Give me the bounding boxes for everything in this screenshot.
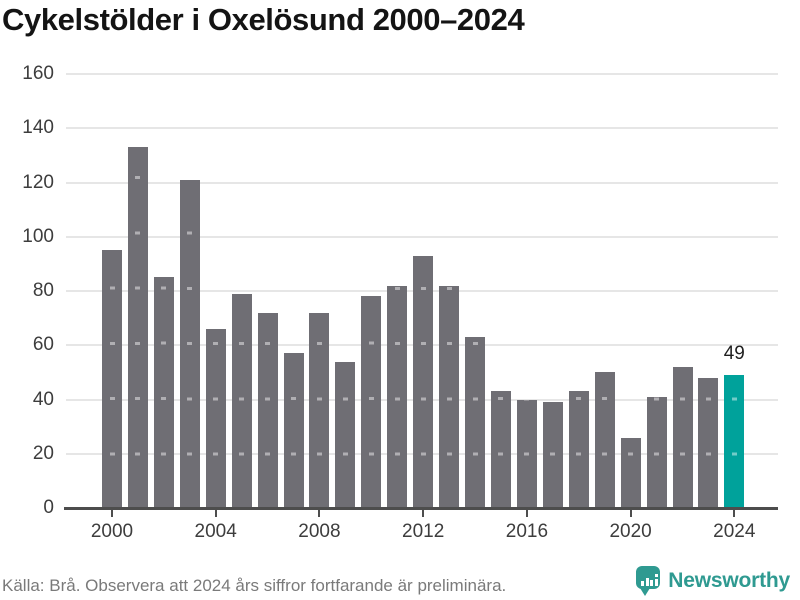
- y-axis-label-120: 120: [22, 172, 54, 193]
- bar-chart-plot-area: 0 20 40 60 80 100 120 140 160 49 2000 2004 2008 2012 2…: [22, 63, 778, 542]
- bar-2012: [413, 255, 434, 508]
- bar-2002: [153, 277, 174, 508]
- x-axis-label-2012: 2012: [402, 521, 445, 542]
- bar-2001: [127, 147, 148, 508]
- y-axis-label-140: 140: [22, 117, 54, 138]
- newsworthy-pin-bar-chart-icon: [636, 565, 661, 597]
- bar-2022: [672, 367, 693, 508]
- bar-2021: [646, 396, 667, 508]
- x-axis-tick-2012: [422, 510, 425, 517]
- x-axis-line: [64, 507, 778, 510]
- x-axis-tick-2004: [214, 510, 217, 517]
- bar-2015: [490, 391, 511, 508]
- bar-2008: [309, 312, 330, 508]
- y-axis-label-80: 80: [32, 280, 54, 301]
- x-axis-tick-2016: [525, 510, 528, 517]
- newsworthy-logo[interactable]: Newsworthy: [636, 564, 790, 598]
- brand-name: Newsworthy: [668, 569, 790, 592]
- bar-2023: [698, 377, 719, 508]
- bar-2020: [620, 437, 641, 508]
- x-axis-label-2020: 2020: [609, 521, 652, 542]
- bar-2005: [231, 293, 252, 508]
- y-axis-label-160: 160: [22, 63, 54, 84]
- gridline-y-160: [66, 73, 778, 75]
- x-axis-tick-2000: [111, 510, 113, 517]
- source-note: Källa: Brå. Observera att 2024 års siffr…: [2, 576, 507, 595]
- y-axis-label-40: 40: [32, 389, 54, 410]
- x-axis-tick-2020: [629, 510, 632, 517]
- bar-2010: [361, 296, 382, 508]
- bar-2024: [724, 375, 745, 508]
- x-axis-tick-2024: [733, 510, 736, 517]
- x-axis-label-2000: 2000: [90, 521, 134, 542]
- gridline-y-120: [66, 182, 778, 184]
- y-axis-label-60: 60: [32, 334, 54, 355]
- y-axis-label-0: 0: [43, 497, 54, 518]
- bar-2007: [283, 353, 304, 508]
- x-axis-label-2008: 2008: [298, 521, 341, 542]
- x-axis-label-2004: 2004: [194, 521, 237, 542]
- bar-2006: [257, 312, 278, 508]
- bar-2013: [439, 285, 460, 508]
- bar-2000: [102, 250, 122, 508]
- bar-2019: [594, 372, 615, 508]
- x-axis-tick-2008: [318, 510, 321, 517]
- bar-2009: [335, 361, 356, 508]
- bar-2018: [568, 391, 589, 508]
- chart-title: Cykelstölder i Oxelösund 2000–2024: [2, 2, 525, 37]
- bar-2017: [542, 402, 563, 508]
- bar-2014: [465, 337, 485, 508]
- bar-2016: [516, 399, 537, 508]
- bar-2011: [387, 285, 408, 508]
- value-label-2024: 49: [723, 343, 745, 365]
- x-axis-label-2016: 2016: [505, 521, 549, 542]
- bar-2004: [205, 329, 226, 508]
- bar-2003: [179, 179, 200, 508]
- gridline-y-100: [66, 236, 778, 238]
- x-axis-label-2024: 2024: [713, 521, 756, 542]
- gridline-y-140: [66, 127, 778, 129]
- y-axis-label-100: 100: [22, 226, 54, 247]
- y-axis-label-20: 20: [32, 443, 54, 464]
